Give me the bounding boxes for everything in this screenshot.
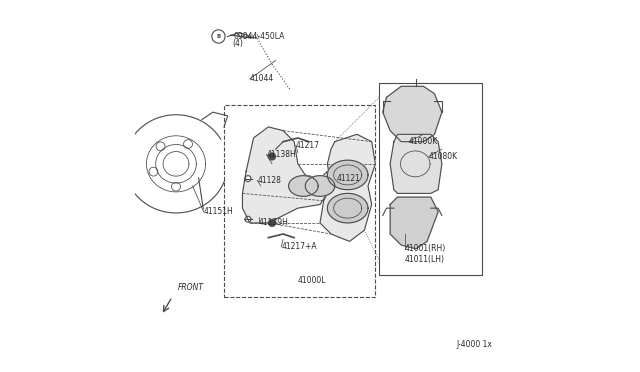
Text: 09044-450LA: 09044-450LA xyxy=(233,32,285,41)
Circle shape xyxy=(245,216,251,222)
Text: 41139H: 41139H xyxy=(259,218,289,227)
Text: B: B xyxy=(216,34,221,39)
Text: FRONT: FRONT xyxy=(178,283,204,292)
Polygon shape xyxy=(383,86,442,142)
Text: 41000K: 41000K xyxy=(408,137,438,146)
Text: 41151H: 41151H xyxy=(204,207,234,217)
Circle shape xyxy=(268,219,276,227)
Polygon shape xyxy=(289,176,318,196)
Polygon shape xyxy=(243,127,328,223)
Text: 41080K: 41080K xyxy=(429,152,458,161)
Text: 41138H: 41138H xyxy=(266,150,296,159)
Text: 41128: 41128 xyxy=(257,176,281,185)
Polygon shape xyxy=(390,197,438,249)
Text: 41011(LH): 41011(LH) xyxy=(405,255,445,264)
Polygon shape xyxy=(320,134,376,241)
Circle shape xyxy=(245,176,251,182)
Text: 41044: 41044 xyxy=(250,74,274,83)
Text: (4): (4) xyxy=(232,39,243,48)
Text: J-4000 1x: J-4000 1x xyxy=(456,340,493,349)
Circle shape xyxy=(268,153,276,160)
Polygon shape xyxy=(305,176,335,196)
Polygon shape xyxy=(390,134,442,193)
Bar xyxy=(224,105,376,297)
Bar xyxy=(379,83,483,275)
Polygon shape xyxy=(328,193,368,223)
Text: 41121: 41121 xyxy=(337,174,360,183)
Text: 41217: 41217 xyxy=(296,141,320,150)
Text: 41217+A: 41217+A xyxy=(281,243,317,251)
Polygon shape xyxy=(328,160,368,190)
Text: 41001(RH): 41001(RH) xyxy=(405,244,446,253)
Text: 41000L: 41000L xyxy=(298,276,326,285)
